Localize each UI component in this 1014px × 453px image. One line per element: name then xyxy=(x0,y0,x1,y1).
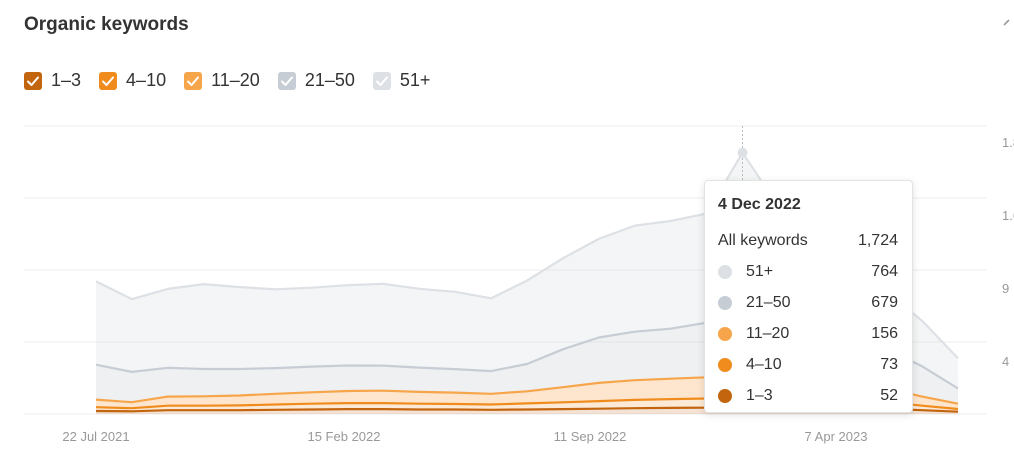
checkbox-icon[interactable] xyxy=(372,71,391,90)
y-tick-label: 1.8 xyxy=(1002,135,1014,150)
tooltip-row-value: 679 xyxy=(871,293,898,311)
series-dot-icon xyxy=(718,388,732,403)
tooltip-row-value: 764 xyxy=(871,262,898,280)
x-tick-label: 22 Jul 2021 xyxy=(62,429,129,444)
checkbox-icon[interactable] xyxy=(99,71,118,90)
series-dot-icon xyxy=(718,264,732,279)
chart-tooltip: 4 Dec 2022 All keywords 1,724 51+ 764 21… xyxy=(704,180,913,413)
tooltip-total-row: All keywords 1,724 xyxy=(718,225,898,256)
highlight-point xyxy=(737,147,748,158)
tooltip-row-label: 21–50 xyxy=(746,293,791,311)
tooltip-row-label: 1–3 xyxy=(746,386,773,404)
x-tick-label: 11 Sep 2022 xyxy=(554,429,627,444)
tooltip-total-label: All keywords xyxy=(718,231,808,249)
legend-label: 51+ xyxy=(399,70,431,90)
legend: 1–3 4–10 11–20 21–50 51+ xyxy=(24,70,430,91)
tooltip-row-label: 11–20 xyxy=(746,324,790,342)
legend-label: 4–10 xyxy=(126,70,167,90)
tooltip-date: 4 Dec 2022 xyxy=(718,196,801,213)
tooltip-row: 4–10 73 xyxy=(718,349,898,380)
tooltip-row: 51+ 764 xyxy=(718,256,898,287)
legend-item-1-3[interactable]: 1–3 xyxy=(24,70,81,91)
tooltip-row-label: 4–10 xyxy=(746,355,782,373)
collapse-icon[interactable] xyxy=(1002,18,1012,28)
series-dot-icon xyxy=(718,357,732,372)
tooltip-total-value: 1,724 xyxy=(857,231,898,249)
legend-label: 11–20 xyxy=(211,70,260,90)
series-dot-icon xyxy=(718,326,732,341)
legend-item-11-20[interactable]: 11–20 xyxy=(184,70,260,91)
tooltip-row: 21–50 679 xyxy=(718,287,898,318)
series-dot-icon xyxy=(718,295,732,310)
checkbox-icon[interactable] xyxy=(277,71,296,90)
y-tick-label: 9 xyxy=(1002,281,1009,296)
legend-label: 1–3 xyxy=(51,70,82,90)
x-tick-label: 15 Feb 2022 xyxy=(307,429,380,444)
card-title: Organic keywords xyxy=(24,14,189,35)
legend-item-21-50[interactable]: 21–50 xyxy=(277,70,355,91)
x-tick-label: 7 Apr 2023 xyxy=(805,429,868,444)
legend-label: 21–50 xyxy=(304,70,355,90)
tooltip-row-label: 51+ xyxy=(746,262,774,280)
tooltip-row-value: 73 xyxy=(880,355,898,373)
tooltip-row: 11–20 156 xyxy=(718,318,898,349)
y-tick-label: 4 xyxy=(1002,354,1009,369)
checkbox-icon[interactable] xyxy=(184,71,203,90)
checkbox-icon[interactable] xyxy=(24,71,42,90)
tooltip-row: 1–3 52 xyxy=(718,380,898,411)
tooltip-row-value: 52 xyxy=(880,386,898,404)
legend-item-4-10[interactable]: 4–10 xyxy=(99,70,166,91)
legend-item-51-plus[interactable]: 51+ xyxy=(372,70,431,91)
tooltip-row-value: 156 xyxy=(871,324,898,342)
y-tick-label: 1.6 xyxy=(1002,208,1014,223)
